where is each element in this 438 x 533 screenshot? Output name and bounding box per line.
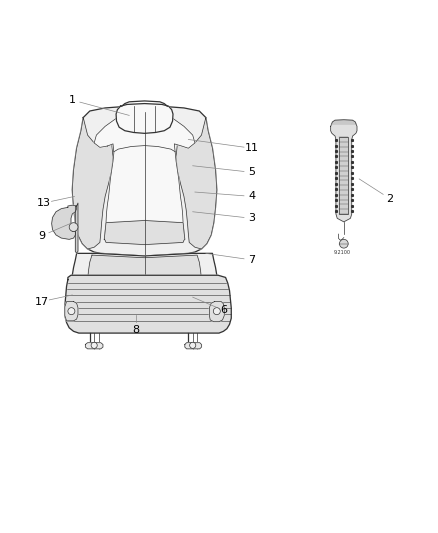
Circle shape	[213, 308, 220, 314]
Text: 17: 17	[35, 296, 49, 306]
Polygon shape	[88, 255, 201, 306]
Polygon shape	[209, 302, 224, 322]
Text: 11: 11	[245, 143, 259, 154]
Circle shape	[190, 342, 196, 349]
Polygon shape	[94, 112, 195, 242]
Bar	[339, 138, 348, 214]
Text: 9: 9	[38, 231, 45, 241]
Circle shape	[91, 342, 97, 349]
Polygon shape	[52, 205, 77, 239]
Text: 1: 1	[69, 95, 76, 105]
Text: 7: 7	[248, 255, 255, 265]
Polygon shape	[71, 253, 218, 310]
Polygon shape	[65, 275, 231, 333]
Circle shape	[339, 239, 348, 248]
Text: 4: 4	[248, 191, 255, 201]
Text: 6: 6	[220, 305, 227, 316]
Polygon shape	[104, 221, 185, 245]
Text: 3: 3	[248, 213, 255, 223]
Polygon shape	[176, 118, 217, 249]
Polygon shape	[331, 121, 357, 222]
Polygon shape	[72, 118, 113, 249]
Text: 13: 13	[37, 198, 51, 208]
Text: 2: 2	[386, 193, 393, 204]
Polygon shape	[85, 343, 103, 349]
Polygon shape	[75, 203, 78, 253]
Polygon shape	[116, 103, 173, 133]
Text: 5: 5	[248, 167, 255, 177]
Text: 9.2100: 9.2100	[333, 251, 350, 255]
Polygon shape	[65, 302, 78, 321]
Polygon shape	[332, 120, 356, 124]
Circle shape	[68, 308, 75, 314]
Polygon shape	[72, 106, 217, 256]
Circle shape	[69, 223, 78, 231]
Polygon shape	[185, 343, 201, 349]
Text: 8: 8	[132, 325, 139, 335]
